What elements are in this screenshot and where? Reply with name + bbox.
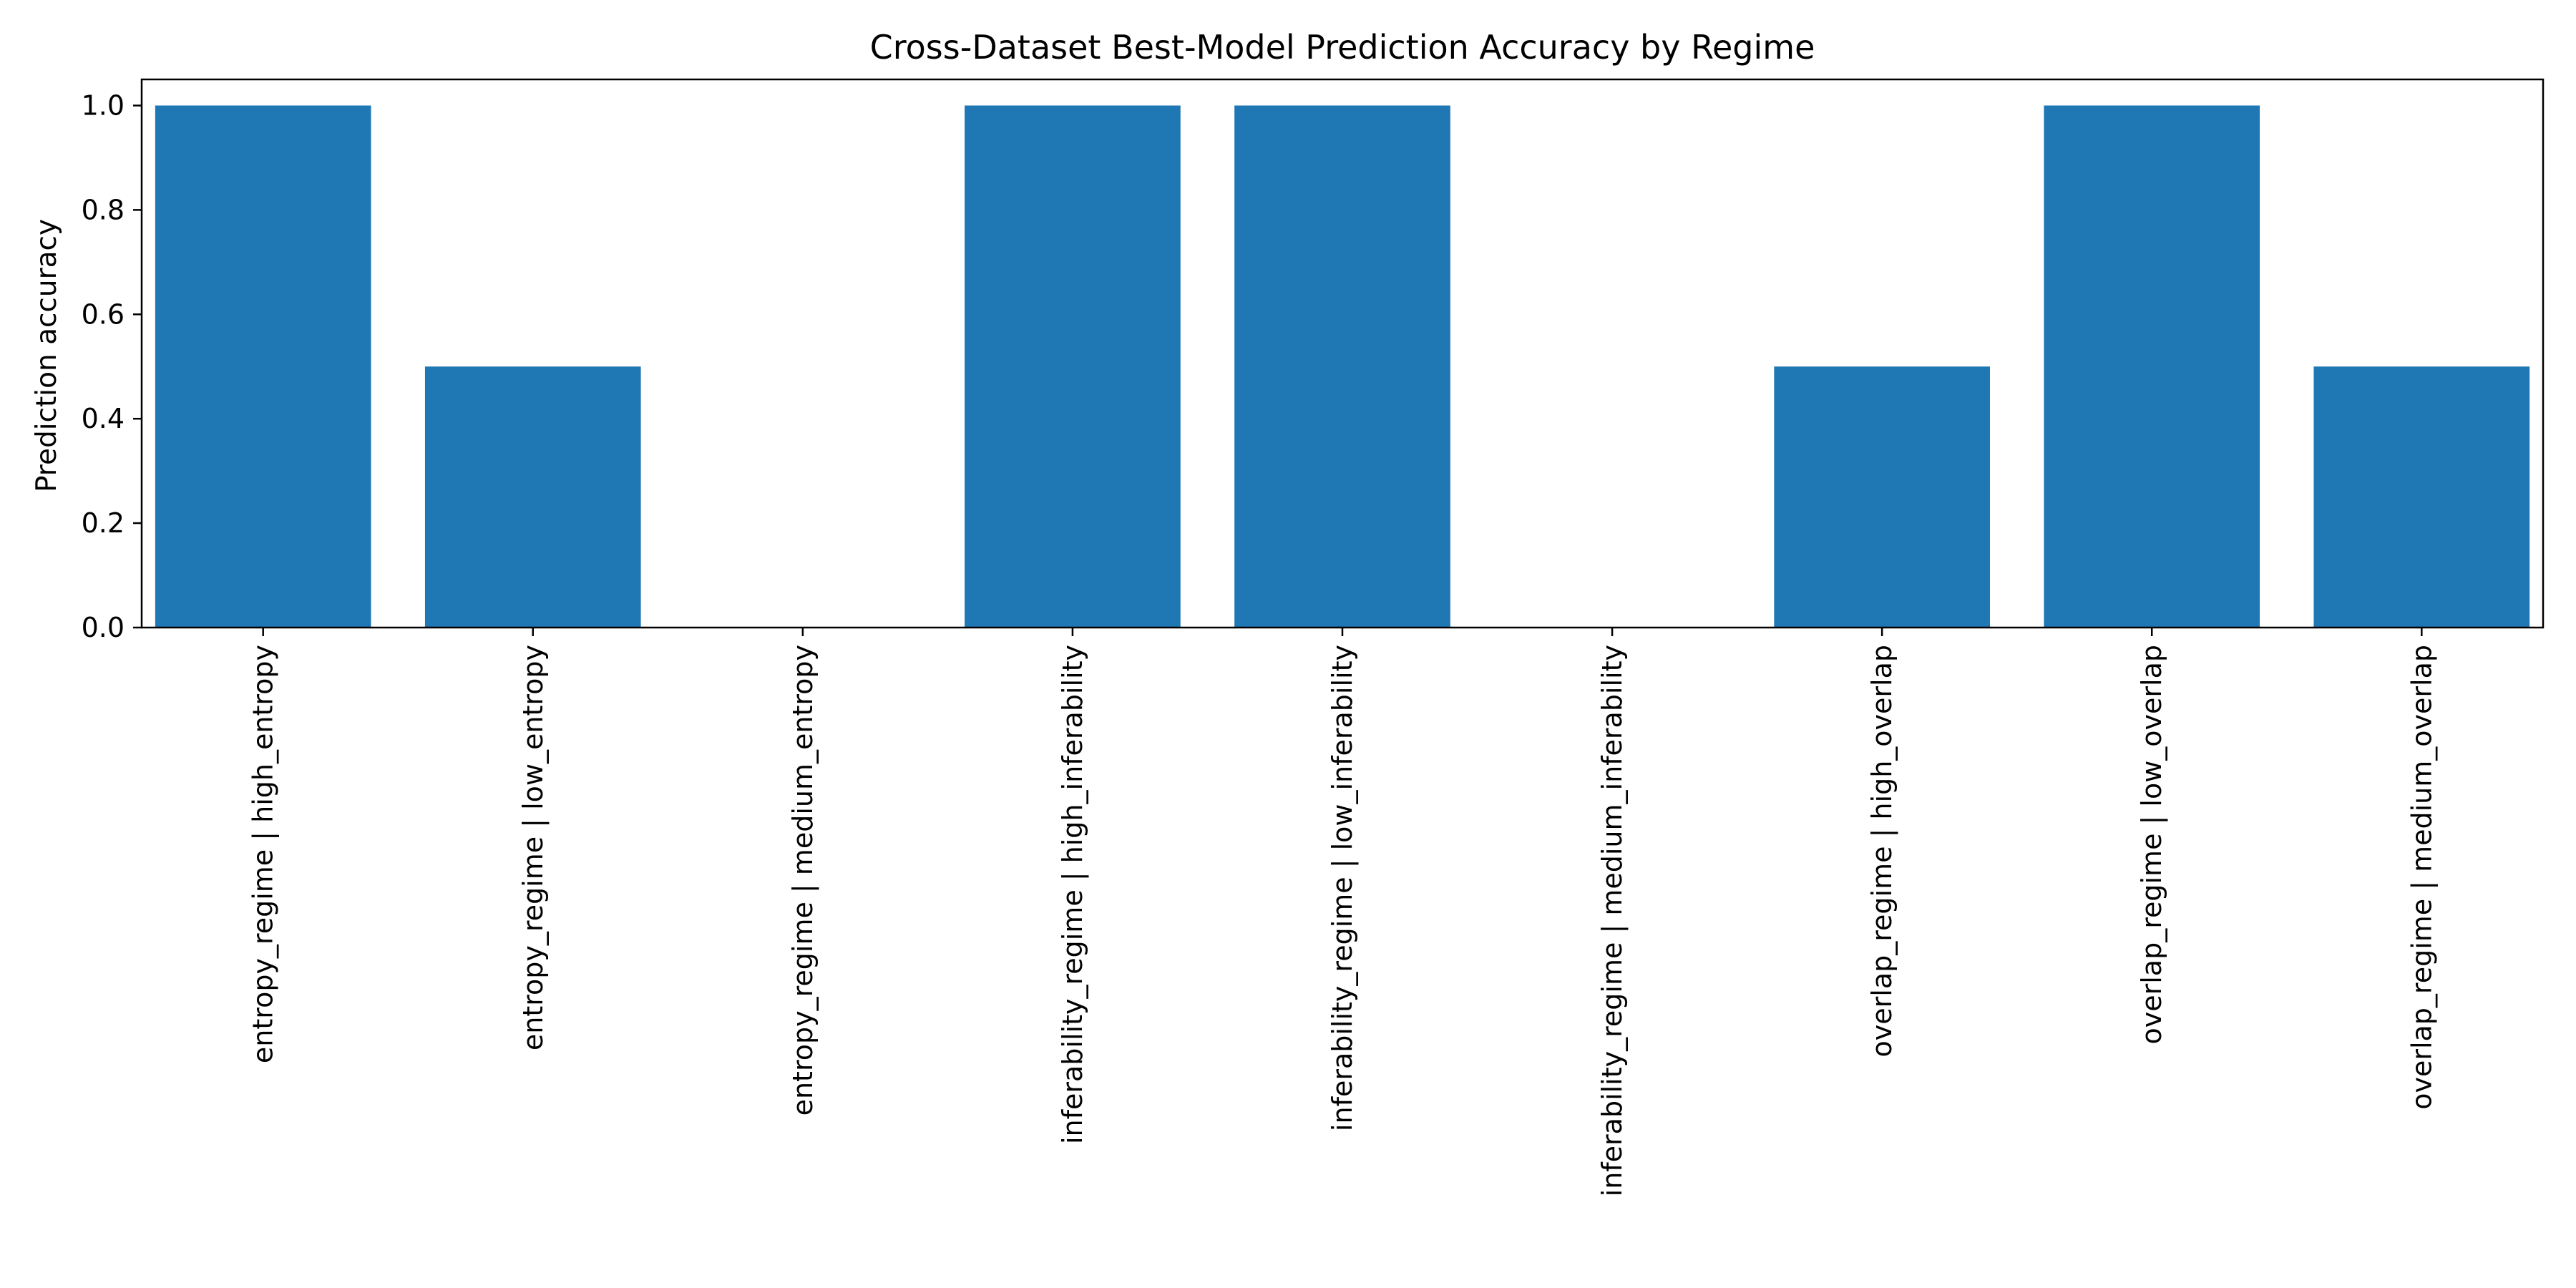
bar-1 bbox=[424, 366, 641, 628]
x-tick-label: inferability_regime | low_inferability bbox=[1327, 645, 1359, 1131]
x-tick-label: inferability_regime | high_inferability bbox=[1057, 645, 1089, 1144]
bar-0 bbox=[155, 105, 371, 628]
bar-7 bbox=[2044, 105, 2260, 628]
x-tick-label: overlap_regime | low_overlap bbox=[2136, 645, 2168, 1045]
x-ticks-layer: entropy_regime | high_entropy entropy_reg… bbox=[248, 628, 2438, 1196]
plot-area-frame bbox=[140, 78, 2545, 629]
y-axis-label: Prediction accuracy bbox=[31, 219, 63, 492]
y-tick-label: 0.0 bbox=[82, 612, 125, 643]
x-tick-label: overlap_regime | high_overlap bbox=[1866, 645, 1898, 1057]
x-tick-label: entropy_regime | low_entropy bbox=[517, 645, 550, 1050]
bar-8 bbox=[2313, 366, 2530, 628]
bar-6 bbox=[1774, 366, 1990, 628]
y-ticks-layer: 0.0 0.2 0.4 0.6 0.8 1.0 bbox=[82, 89, 142, 643]
chart-title: Cross-Dataset Best-Model Prediction Accu… bbox=[870, 28, 1815, 67]
x-tick-label: overlap_regime | medium_overlap bbox=[2406, 645, 2438, 1110]
y-tick-label: 0.6 bbox=[82, 298, 125, 330]
bars-layer bbox=[155, 105, 2530, 628]
x-tick-label: entropy_regime | medium_entropy bbox=[787, 645, 819, 1116]
y-tick-label: 0.4 bbox=[82, 403, 125, 434]
x-tick-label: inferability_regime | medium_inferabilit… bbox=[1596, 645, 1629, 1196]
y-tick-label: 0.8 bbox=[82, 194, 125, 225]
bar-3 bbox=[965, 105, 1181, 628]
y-tick-label: 1.0 bbox=[82, 89, 125, 121]
bar-4 bbox=[1234, 105, 1450, 628]
y-tick-label: 0.2 bbox=[82, 507, 125, 539]
x-tick-label: entropy_regime | high_entropy bbox=[248, 645, 280, 1063]
